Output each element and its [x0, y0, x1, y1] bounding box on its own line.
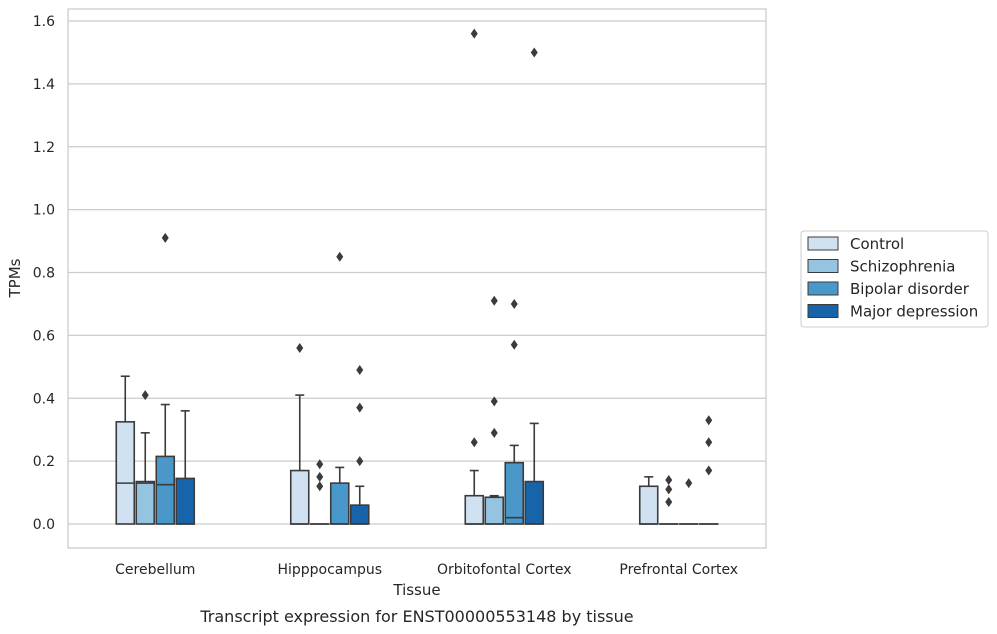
- box: [155, 455, 176, 525]
- outlier-point: [490, 295, 498, 306]
- outlier-point: [356, 364, 364, 375]
- box-group: [484, 295, 505, 525]
- box: [524, 480, 545, 525]
- box-group: [309, 459, 330, 525]
- outlier-point: [705, 465, 713, 476]
- x-axis-label: Tissue: [392, 581, 440, 599]
- y-tick-label: 0.0: [33, 517, 55, 533]
- outlier-point: [336, 251, 344, 262]
- box: [329, 482, 350, 525]
- box-group: [678, 478, 699, 525]
- outlier-point: [356, 402, 364, 413]
- box: [175, 477, 196, 525]
- legend-label: Bipolar disorder: [850, 280, 970, 298]
- box-groups: [115, 28, 719, 525]
- outlier-point: [490, 427, 498, 438]
- box: [349, 504, 370, 525]
- outlier-point: [705, 437, 713, 448]
- outlier-point: [470, 28, 478, 39]
- chart-caption: Transcript expression for ENST0000055314…: [199, 607, 633, 626]
- y-axis-label: TPMs: [6, 258, 24, 298]
- plot-frame: [67, 8, 767, 549]
- outlier-point: [470, 437, 478, 448]
- outlier-point: [665, 474, 673, 485]
- legend: Control Schizophrenia Bipolar disorder Majo…: [800, 230, 989, 328]
- outlier-point: [510, 298, 518, 309]
- box-group: [155, 232, 176, 525]
- legend-swatch: [807, 281, 839, 296]
- box: [638, 485, 659, 525]
- legend-label: Schizophrenia: [850, 258, 955, 276]
- y-grid: [68, 20, 766, 525]
- y-tick-label: 0.4: [33, 391, 55, 407]
- x-tick-label: Prefrontal Cortex: [619, 562, 738, 578]
- box-group: [698, 415, 719, 525]
- outlier-point: [530, 47, 538, 58]
- x-tick-label: Hipppocampus: [277, 562, 382, 578]
- outlier-point: [705, 415, 713, 426]
- box: [504, 461, 525, 525]
- box: [115, 421, 136, 525]
- box-group: [329, 251, 350, 525]
- outlier-point: [296, 342, 304, 353]
- legend-frame: [800, 230, 989, 328]
- box-group: [524, 47, 545, 525]
- legend-label: Major depression: [850, 303, 978, 321]
- y-tick-label: 1.6: [33, 14, 55, 30]
- y-tick-label: 1.2: [33, 140, 55, 156]
- box: [135, 480, 156, 525]
- x-ticks: Cerebellum Hipppocampus Orbitofontal Corte…: [115, 562, 738, 578]
- y-ticks: 0.0 0.2 0.4 0.6 0.8 1.0 1.2 1.4 1.6: [33, 14, 55, 533]
- box-group: [175, 410, 196, 525]
- outlier-point: [141, 390, 149, 401]
- box: [484, 496, 505, 525]
- box-group: [504, 298, 525, 525]
- box-group: [638, 476, 659, 525]
- outlier-point: [161, 232, 169, 243]
- outlier-point: [316, 471, 324, 482]
- outlier-point: [685, 478, 693, 489]
- y-tick-label: 1.4: [33, 77, 55, 93]
- outlier-point: [510, 339, 518, 350]
- y-tick-label: 0.8: [33, 266, 55, 282]
- outlier-point: [316, 459, 324, 470]
- box-group: [135, 390, 156, 525]
- y-tick-label: 1.0: [33, 203, 55, 219]
- box-group: [464, 28, 485, 525]
- x-tick-label: Orbitofontal Cortex: [437, 562, 572, 578]
- legend-swatch: [807, 259, 839, 273]
- legend-label: Control: [850, 235, 904, 253]
- legend-swatch: [807, 304, 839, 318]
- outlier-point: [665, 484, 673, 495]
- outlier-point: [356, 456, 364, 467]
- outlier-point: [665, 496, 673, 507]
- y-tick-label: 0.2: [33, 454, 55, 470]
- box-group: [115, 375, 136, 525]
- outlier-point: [490, 396, 498, 407]
- legend-swatch: [807, 236, 839, 251]
- box: [464, 494, 485, 525]
- box-group: [349, 364, 370, 525]
- x-tick-label: Cerebellum: [115, 562, 195, 578]
- box-group: [658, 474, 679, 525]
- box: [289, 469, 310, 525]
- box-group: [289, 342, 310, 525]
- y-tick-label: 0.6: [33, 328, 55, 344]
- outlier-point: [316, 481, 324, 492]
